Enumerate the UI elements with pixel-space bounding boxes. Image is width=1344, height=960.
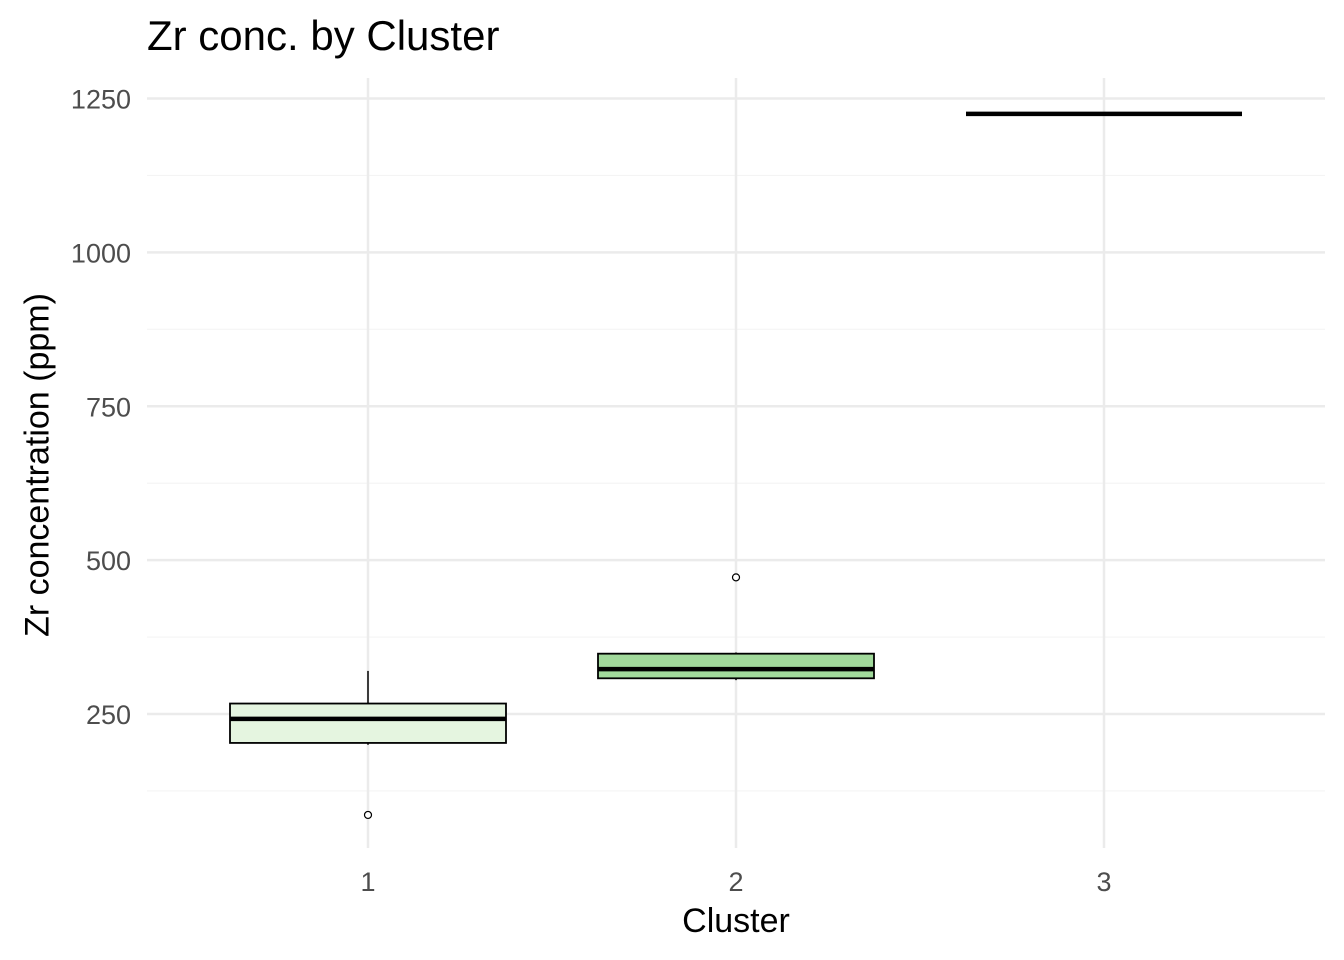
- x-tick-label: 2: [728, 867, 743, 897]
- y-tick-label: 500: [86, 546, 131, 576]
- x-axis-label: Cluster: [682, 902, 790, 940]
- x-tick-label: 1: [360, 867, 375, 897]
- y-tick-label: 1000: [71, 238, 131, 268]
- x-tick-label: 3: [1096, 867, 1111, 897]
- box-cluster-1: [229, 670, 507, 820]
- y-tick-label: 250: [86, 700, 131, 730]
- outlier-point: [731, 573, 741, 582]
- box-cluster-2: [597, 573, 875, 681]
- y-tick-label: 750: [86, 392, 131, 422]
- boxes: [229, 111, 1242, 820]
- x-tick-labels: 1 2 3: [360, 867, 1111, 897]
- y-tick-labels: 250 500 750 1000 1250: [71, 85, 131, 731]
- y-tick-label: 1250: [71, 85, 131, 115]
- box-body: [229, 702, 507, 744]
- box-body: [597, 652, 875, 680]
- outlier-point: [363, 810, 373, 820]
- chart-title: Zr conc. by Cluster: [147, 12, 500, 59]
